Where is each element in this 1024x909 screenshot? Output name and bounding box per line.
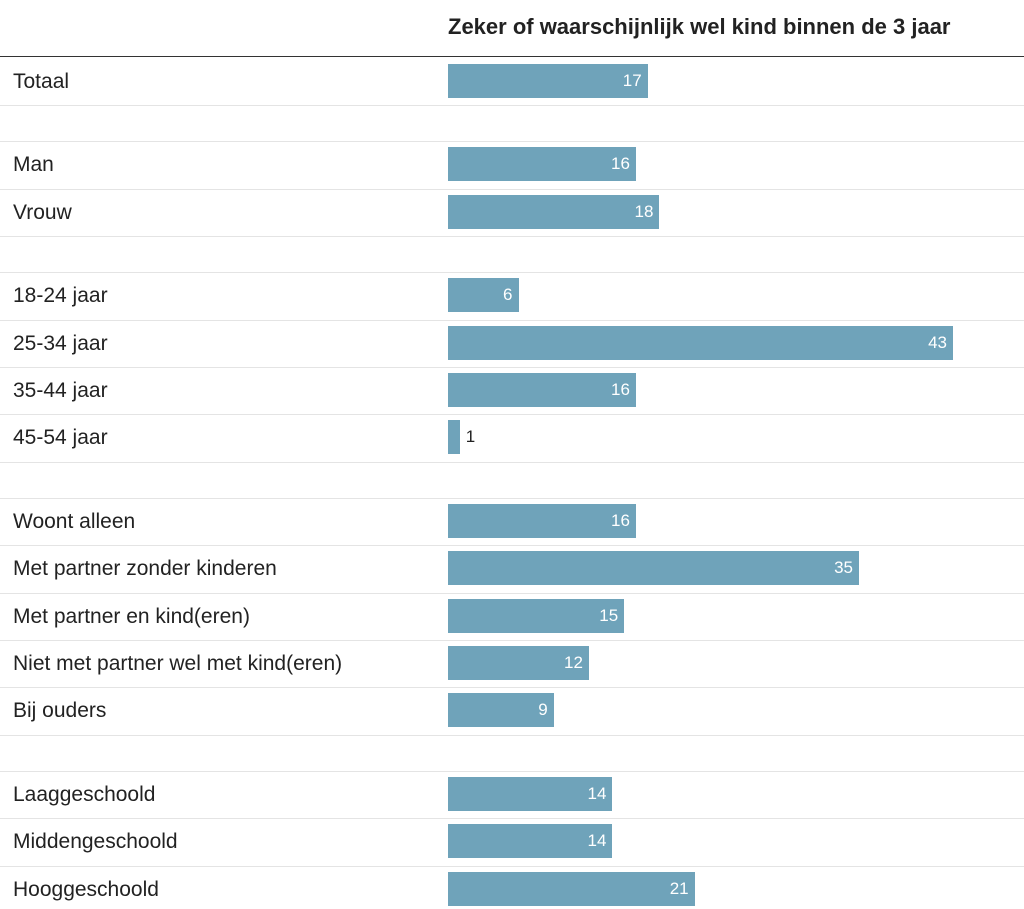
row-separator	[0, 818, 1024, 820]
bar	[448, 551, 859, 586]
row-separator	[0, 319, 1024, 321]
bar-value-label: 16	[610, 380, 630, 399]
row-label: 45-54 jaar	[13, 426, 108, 450]
row-separator	[0, 545, 1024, 547]
row-separator	[0, 236, 1024, 238]
bar-value-label: 21	[669, 878, 689, 898]
bar	[448, 147, 636, 182]
row-label: Woont alleen	[13, 509, 136, 533]
bar-value-label: 16	[610, 510, 630, 530]
bar	[448, 693, 554, 728]
row-label: Bij ouders	[13, 699, 107, 723]
group-separator	[0, 497, 1024, 499]
row-separator	[0, 367, 1024, 368]
bar-value-label: 16	[610, 154, 630, 174]
bar	[448, 776, 613, 811]
bar-value-label: 18	[634, 201, 654, 221]
row-label: Middengeschoold	[13, 830, 178, 854]
row-label: Totaal	[13, 70, 70, 93]
bar	[448, 646, 589, 680]
group-separator	[0, 141, 1024, 143]
bar-value-label: 14	[587, 783, 607, 803]
group-separator	[0, 272, 1024, 274]
row-separator	[0, 414, 1024, 416]
row-label: Niet met partner wel met kind(eren)	[13, 652, 343, 675]
bar-value-label: 1	[465, 427, 476, 447]
bar	[448, 598, 625, 633]
bar-value-label: 17	[622, 71, 642, 90]
row-label: Hooggeschoold	[13, 877, 159, 901]
bar	[448, 278, 519, 313]
row-separator	[0, 592, 1024, 594]
row-label: 18-24 jaar	[13, 284, 108, 308]
row-separator	[0, 640, 1024, 641]
bar-value-label: 12	[563, 653, 583, 672]
bar	[448, 325, 953, 360]
row-label: Vrouw	[13, 200, 72, 224]
header-rule	[0, 56, 1024, 57]
bar	[448, 503, 636, 538]
bar-value-label: 14	[587, 831, 607, 851]
bar	[448, 871, 695, 906]
row-separator	[0, 105, 1024, 107]
row-label: 25-34 jaar	[13, 331, 108, 355]
row-label: Met partner zonder kinderen	[13, 557, 277, 581]
bar	[448, 420, 460, 455]
bar	[448, 373, 636, 407]
row-label: Man	[13, 153, 54, 177]
group-separator	[0, 770, 1024, 772]
row-label: 35-44 jaar	[13, 379, 108, 402]
bar	[448, 64, 648, 98]
bar	[448, 194, 660, 229]
row-separator	[0, 188, 1024, 190]
bar	[448, 824, 613, 859]
row-separator	[0, 865, 1024, 867]
row-label: Laaggeschoold	[13, 782, 156, 806]
row-separator	[0, 687, 1024, 689]
bar-value-label: 9	[538, 700, 548, 720]
chart-title: Zeker of waarschijnlijk wel kind binnen …	[448, 14, 951, 39]
row-separator	[0, 734, 1024, 736]
bar-value-label: 6	[503, 285, 513, 305]
row-separator	[0, 461, 1024, 463]
bar-value-label: 15	[599, 605, 619, 625]
bar-value-label: 43	[928, 332, 947, 352]
row-label: Met partner en kind(eren)	[13, 604, 250, 628]
bar-value-label: 35	[834, 558, 853, 578]
